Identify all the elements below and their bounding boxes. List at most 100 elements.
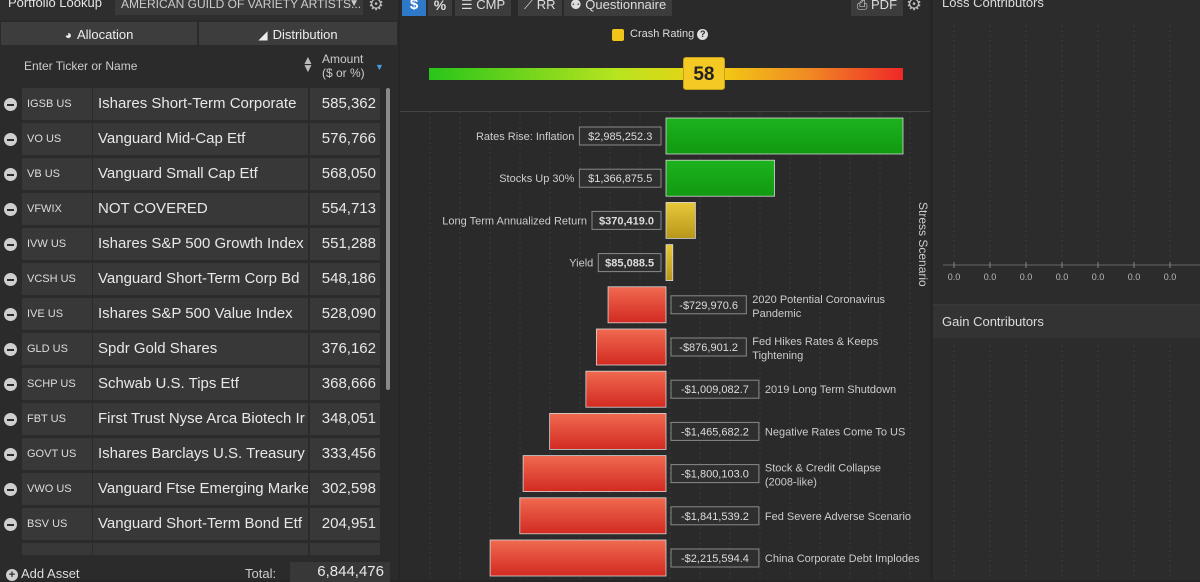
ticker-search-input[interactable]: Enter Ticker or Name	[24, 59, 138, 73]
remove-icon[interactable]	[4, 518, 17, 531]
value-label-box	[578, 126, 662, 146]
stress-value-label: -$1,841,539.2	[681, 511, 749, 523]
holding-amount[interactable]: 528,090	[310, 298, 380, 330]
crash-rating-value[interactable]: 58	[682, 57, 725, 90]
holdings-table-header: Enter Ticker or Name ▲ ▼ Amount ($ or %) ▼	[0, 48, 398, 84]
holding-ticker[interactable]: IVE US	[22, 298, 92, 330]
holdings-list: IGSB US Ishares Short-Term Corporate 585,3…	[0, 87, 392, 555]
holding-ticker[interactable]: VO US	[22, 123, 92, 155]
value-label-box	[670, 337, 747, 357]
stress-bar[interactable]	[607, 286, 667, 324]
pdf-button[interactable]: ⎙ PDF	[851, 0, 904, 16]
area-chart-icon: ◢	[258, 28, 268, 42]
holding-amount[interactable]: 551,288	[310, 228, 380, 260]
holding-amount[interactable]: 333,456	[310, 438, 380, 470]
holding-name: Spdr Gold Shares	[93, 333, 308, 365]
holding-row: VO US Vanguard Mid-Cap Etf 576,766	[0, 122, 392, 156]
stress-bar[interactable]	[665, 202, 696, 239]
holding-amount[interactable]: 585,362	[310, 88, 380, 120]
remove-icon[interactable]	[4, 343, 17, 356]
stress-scenario-axis-title: Stress Scenario	[916, 202, 930, 287]
holding-name: Ishares Barclays U.S. Treasury	[93, 438, 308, 470]
crash-rating-text: Crash Rating	[630, 28, 695, 40]
holding-ticker[interactable]: VCSH US	[22, 263, 92, 295]
stress-bar[interactable]	[665, 117, 904, 155]
stress-bar[interactable]	[522, 455, 667, 493]
holding-amount[interactable]: 576,766	[310, 123, 380, 155]
risk-reward-button[interactable]: ⟋ RR	[518, 0, 562, 16]
loss-contributors-title: Loss Contributors	[942, 0, 1044, 10]
total-label: Total:	[245, 566, 277, 581]
stress-bar[interactable]	[549, 412, 667, 450]
remove-icon[interactable]	[4, 273, 17, 286]
holding-amount[interactable]: 348,051	[310, 403, 380, 435]
remove-icon[interactable]	[4, 98, 17, 111]
gear-icon[interactable]: ⚙	[368, 0, 385, 14]
caret-down-icon: ▼	[349, 0, 359, 9]
holding-amount[interactable]	[310, 543, 380, 555]
gear-icon[interactable]: ⚙	[906, 0, 923, 14]
remove-icon[interactable]	[4, 448, 17, 461]
remove-icon[interactable]	[4, 308, 17, 321]
view-toolbar: $ % ☰ CMP ⟋ RR ⚉ Questionnaire ⎙ PDF ⚙	[400, 0, 930, 18]
holding-amount[interactable]: 554,713	[310, 193, 380, 225]
tab-distribution[interactable]: ◢ Distribution	[198, 21, 398, 46]
scrollbar[interactable]	[386, 88, 390, 390]
compare-button[interactable]: ☰ CMP	[455, 0, 512, 16]
list-icon: ☰	[461, 0, 477, 12]
stress-bar[interactable]	[665, 244, 674, 282]
stress-bar[interactable]	[585, 370, 667, 408]
stress-value-label: -$1,800,103.0	[681, 469, 749, 481]
value-label-box	[670, 506, 760, 526]
help-icon[interactable]: ?	[697, 29, 709, 40]
plus-icon: +	[6, 569, 18, 581]
holding-ticker[interactable]: VFWIX	[22, 193, 92, 225]
user-icon: ⚉	[570, 0, 586, 12]
holding-amount[interactable]: 376,162	[310, 333, 380, 365]
stress-category-label: Stock & Credit Collapse	[765, 463, 881, 475]
holding-ticker[interactable]: VWO US	[22, 473, 92, 505]
sort-icon[interactable]: ▲ ▼	[302, 53, 314, 75]
stress-category-label: Fed Severe Adverse Scenario	[765, 511, 911, 523]
questionnaire-button[interactable]: ⚉ Questionnaire	[564, 0, 673, 16]
caret-down-icon[interactable]: ▼	[375, 62, 384, 72]
remove-icon[interactable]	[4, 483, 17, 496]
axis-tick-label: 0.0	[1128, 272, 1141, 282]
holding-row: IVE US Ishares S&P 500 Value Index 528,090	[0, 297, 392, 331]
stress-value-label: $85,088.5	[605, 258, 654, 270]
holding-ticker[interactable]: FBT US	[22, 403, 92, 435]
value-label-box	[670, 464, 760, 484]
stress-bar[interactable]	[489, 539, 667, 577]
dollar-view-button[interactable]: $	[402, 0, 426, 16]
remove-icon[interactable]	[4, 238, 17, 251]
holding-amount[interactable]: 368,666	[310, 368, 380, 400]
holding-ticker[interactable]: IVW US	[22, 228, 92, 260]
remove-icon[interactable]	[4, 133, 17, 146]
tab-allocation[interactable]: ◕ Allocation	[0, 21, 198, 46]
holding-amount[interactable]: 548,186	[310, 263, 380, 295]
holding-amount[interactable]: 302,598	[310, 473, 380, 505]
holding-ticker[interactable]: GOVT US	[22, 438, 92, 470]
holding-ticker[interactable]: GLD US	[22, 333, 92, 365]
holding-ticker[interactable]: SCHP US	[22, 368, 92, 400]
holding-ticker[interactable]	[22, 543, 92, 555]
stress-bar[interactable]	[665, 159, 775, 197]
remove-icon[interactable]	[4, 413, 17, 426]
divider	[400, 111, 930, 112]
holding-amount[interactable]: 204,951	[310, 508, 380, 540]
percent-view-button[interactable]: %	[428, 0, 452, 16]
stress-bar[interactable]	[519, 497, 667, 535]
stress-value-label: $2,985,252.3	[588, 131, 652, 143]
holding-amount[interactable]: 568,050	[310, 158, 380, 190]
stress-value-label: -$876,901.2	[679, 342, 738, 354]
holding-ticker[interactable]: IGSB US	[22, 88, 92, 120]
remove-icon[interactable]	[4, 378, 17, 391]
stress-bar[interactable]	[595, 328, 667, 366]
remove-icon[interactable]	[4, 168, 17, 181]
add-asset-button[interactable]: + Add Asset	[6, 566, 80, 581]
holding-ticker[interactable]: BSV US	[22, 508, 92, 540]
contributors-chart-svg: 0.0 0.0 0.0 0.0 0.0 0.0 0.0	[933, 25, 1200, 580]
portfolio-select[interactable]: AMERICAN GUILD OF VARIETY ARTISTS... ▼	[115, 0, 363, 15]
remove-icon[interactable]	[4, 203, 17, 216]
holding-ticker[interactable]: VB US	[22, 158, 92, 190]
